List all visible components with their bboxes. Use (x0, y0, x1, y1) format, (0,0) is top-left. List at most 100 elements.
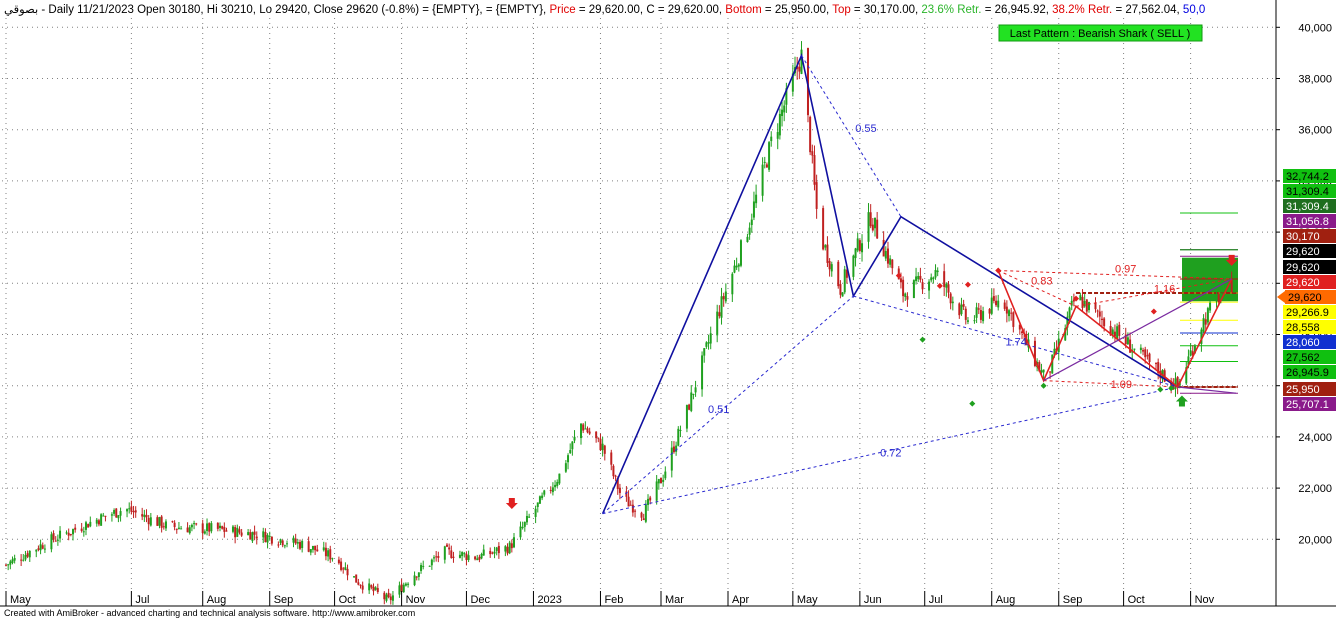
candle-body (1088, 302, 1091, 311)
candle-body (506, 546, 509, 554)
candle-body (1209, 302, 1212, 311)
candle-body (813, 155, 816, 185)
candle-body (1100, 318, 1103, 320)
candle-body (765, 164, 768, 168)
ratio-label: 0.83 (1031, 275, 1052, 287)
candle-body (1176, 377, 1179, 387)
candle-body (143, 514, 146, 517)
sell-arrow (1225, 254, 1238, 266)
candle-body (670, 447, 673, 471)
candle-body (255, 536, 258, 539)
candle-body (251, 532, 254, 542)
price-tag (1283, 350, 1336, 364)
candle-body (1116, 326, 1119, 339)
candle-body (65, 532, 68, 534)
candle-body (960, 304, 963, 315)
candle-body (962, 303, 965, 307)
candle-body (413, 575, 416, 586)
candle-body (536, 502, 539, 508)
candle-body (1200, 329, 1203, 344)
candle-body (435, 556, 438, 558)
candle-body (889, 258, 892, 265)
header-segment: = {EMPTY}, (419, 4, 483, 16)
candle-body (430, 559, 433, 566)
candle-body (84, 522, 87, 530)
candle-body (283, 545, 286, 547)
candle-body (828, 261, 831, 270)
candle-body (296, 542, 299, 544)
x-tick-label: Oct (1128, 594, 1145, 606)
x-tick-label: Jul (135, 594, 149, 606)
candle-body (1142, 350, 1145, 352)
candle-body (610, 452, 613, 465)
candle-body (936, 270, 939, 273)
candle-body (162, 526, 165, 528)
candle-body (171, 521, 174, 523)
candle-body (614, 475, 617, 477)
candle-body (225, 530, 228, 532)
candle-body (964, 308, 967, 320)
price-tag-label: 29,620 (1286, 262, 1320, 274)
candle-body (584, 428, 587, 430)
candle-body (329, 549, 332, 560)
red-pattern-dashed (1075, 278, 1232, 307)
candle-body (1144, 349, 1147, 358)
header-segment: 50,0 (1180, 4, 1206, 16)
candle-body (415, 576, 418, 578)
candle-body (1064, 328, 1067, 341)
candle-body (841, 292, 844, 297)
candle-body (932, 277, 935, 280)
pattern-lines (601, 52, 1237, 515)
candle-body (809, 116, 812, 153)
candle-body (776, 132, 779, 139)
candle-body (54, 540, 57, 542)
candle-body (928, 281, 931, 291)
candle-body (867, 212, 870, 242)
x-axis: May Jul Aug Sep Oct Nov Dec 2023 Feb Mar Apr May Jun… (5, 591, 1215, 606)
candle-body (1096, 310, 1099, 312)
candle-body (662, 479, 665, 482)
candle-body (247, 532, 250, 535)
candle-body (489, 550, 492, 555)
candle-body (262, 531, 265, 538)
price-tag (1283, 365, 1336, 379)
candle-body (160, 516, 163, 528)
candle-body (147, 518, 150, 525)
candle-body (655, 481, 658, 501)
candle-body (703, 348, 706, 356)
candle-body (357, 582, 360, 585)
candle-body (383, 592, 386, 600)
candle-body (175, 528, 178, 530)
candle-body (558, 473, 561, 484)
candle-body (1193, 345, 1196, 354)
candle-body (420, 565, 423, 571)
candle-body (701, 355, 704, 390)
candle-body (1020, 331, 1023, 334)
candle-body (904, 293, 907, 297)
candle-body (372, 586, 375, 592)
candle-body (720, 296, 723, 318)
candle-body (201, 523, 204, 534)
candle-body (1042, 369, 1045, 373)
candle-body (1008, 310, 1011, 317)
candle-body (902, 279, 905, 297)
candle-body (510, 543, 513, 549)
candle-body (277, 544, 280, 546)
price-tag-label: 31,056.8 (1286, 216, 1329, 228)
candle-body (778, 113, 781, 136)
candle-body (82, 531, 85, 533)
candle-body (270, 536, 273, 544)
candle-body (458, 554, 461, 558)
candle-body (1174, 378, 1177, 389)
ratio-label: 0.97 (1115, 264, 1136, 276)
price-tag-label: 29,266.9 (1286, 307, 1329, 319)
candle-body (750, 219, 753, 226)
header-segment: Bottom (722, 4, 762, 16)
candle-body (739, 240, 742, 266)
candle-body (322, 547, 325, 551)
candle-body (404, 583, 407, 586)
candle-body (337, 559, 340, 564)
candle-body (580, 423, 583, 439)
candle-body (361, 585, 364, 590)
price-tag-label: 26,945.9 (1286, 367, 1329, 379)
